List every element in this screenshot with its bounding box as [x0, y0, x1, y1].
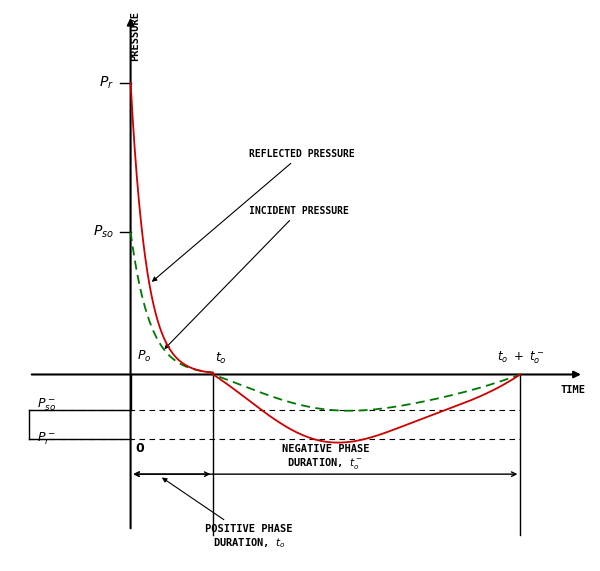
Text: REFLECTED PRESSURE: REFLECTED PRESSURE [153, 149, 355, 281]
Text: PRESSURE: PRESSURE [130, 11, 140, 62]
Text: NEGATIVE PHASE
DURATION, $t_o^-$: NEGATIVE PHASE DURATION, $t_o^-$ [281, 444, 369, 471]
Text: $t_o\ +\ t_o^-$: $t_o\ +\ t_o^-$ [497, 349, 544, 365]
Text: INCIDENT PRESSURE: INCIDENT PRESSURE [165, 206, 349, 348]
Text: TIME: TIME [561, 385, 586, 395]
Text: $P_{so}^-$: $P_{so}^-$ [37, 396, 56, 413]
Text: $P_o$: $P_o$ [137, 349, 151, 364]
Text: POSITIVE PHASE
DURATION, $t_o$: POSITIVE PHASE DURATION, $t_o$ [163, 478, 293, 550]
Text: $\mathbf{0}$: $\mathbf{0}$ [135, 442, 145, 455]
Text: $t_o$: $t_o$ [215, 351, 227, 365]
Text: $P_{so}$: $P_{so}$ [93, 224, 113, 240]
Text: $P_r^-$: $P_r^-$ [37, 431, 56, 447]
Text: $P_r$: $P_r$ [99, 74, 113, 91]
